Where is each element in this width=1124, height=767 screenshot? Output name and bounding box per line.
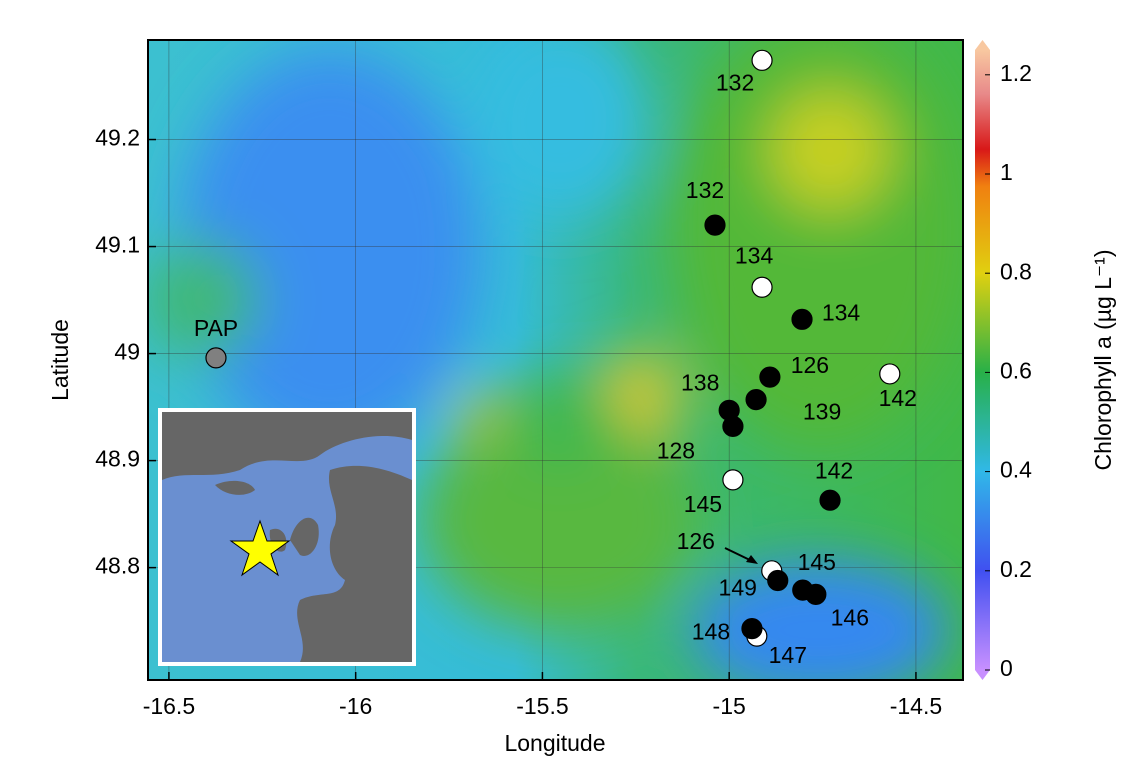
station-label: 132 bbox=[686, 177, 724, 203]
station-point bbox=[206, 348, 226, 368]
colorbar-tick-label: 0.4 bbox=[1000, 457, 1032, 483]
station-label: 142 bbox=[815, 457, 853, 483]
station-point bbox=[723, 470, 743, 490]
station-label: 148 bbox=[692, 619, 730, 645]
colorbar-label: Chlorophyll a (µg L⁻¹) bbox=[1090, 250, 1116, 471]
x-tick-label: -16.5 bbox=[143, 693, 195, 719]
colorbar-tick-label: 0 bbox=[1000, 655, 1013, 681]
y-tick-label: 49.2 bbox=[95, 125, 140, 151]
colorbar-tick-label: 0.6 bbox=[1000, 357, 1032, 383]
station-label: 126 bbox=[677, 528, 715, 554]
station-point bbox=[746, 390, 766, 410]
station-label: 149 bbox=[719, 575, 757, 601]
chart: Longitude Latitude Chlorophyll a (µg L⁻¹… bbox=[0, 0, 1124, 762]
x-tick-label: -15 bbox=[713, 693, 746, 719]
station-label: 128 bbox=[657, 437, 695, 463]
station-label: 126 bbox=[791, 352, 829, 378]
station-point bbox=[742, 619, 762, 639]
y-tick-label: 48.8 bbox=[95, 553, 140, 579]
station-point bbox=[705, 215, 725, 235]
colorbar-tick-label: 0.8 bbox=[1000, 258, 1032, 284]
station-point bbox=[792, 309, 812, 329]
station-point bbox=[752, 277, 772, 297]
station-label: 146 bbox=[831, 604, 869, 630]
colorbar bbox=[975, 40, 990, 680]
station-point bbox=[820, 490, 840, 510]
y-tick-label: 49 bbox=[114, 339, 140, 365]
station-label: 134 bbox=[735, 242, 774, 268]
inset-map bbox=[160, 410, 414, 664]
station-label: 138 bbox=[681, 369, 719, 395]
y-tick-label: 49.1 bbox=[95, 232, 140, 258]
station-point bbox=[723, 416, 743, 436]
station-label: 145 bbox=[684, 491, 722, 517]
station-point bbox=[880, 364, 900, 384]
x-axis-label: Longitude bbox=[504, 730, 605, 756]
x-tick-label: -15.5 bbox=[516, 693, 568, 719]
station-label: PAP bbox=[194, 315, 238, 341]
station-point bbox=[760, 367, 780, 387]
y-axis-label: Latitude bbox=[47, 319, 73, 401]
station-label: 145 bbox=[798, 549, 836, 575]
station-point bbox=[806, 584, 826, 604]
station-point bbox=[752, 50, 772, 70]
colorbar-tick-label: 1 bbox=[1000, 159, 1013, 185]
x-tick-label: -16 bbox=[339, 693, 372, 719]
x-tick-label: -14.5 bbox=[890, 693, 942, 719]
station-label: 142 bbox=[879, 385, 917, 411]
station-label: 134 bbox=[822, 299, 861, 325]
station-label: 147 bbox=[769, 642, 807, 668]
station-point bbox=[768, 570, 788, 590]
station-label: 139 bbox=[803, 399, 841, 425]
colorbar-tick-label: 1.2 bbox=[1000, 60, 1032, 86]
station-label: 132 bbox=[716, 69, 754, 95]
colorbar-tick-label: 0.2 bbox=[1000, 556, 1032, 582]
y-tick-label: 48.9 bbox=[95, 446, 140, 472]
